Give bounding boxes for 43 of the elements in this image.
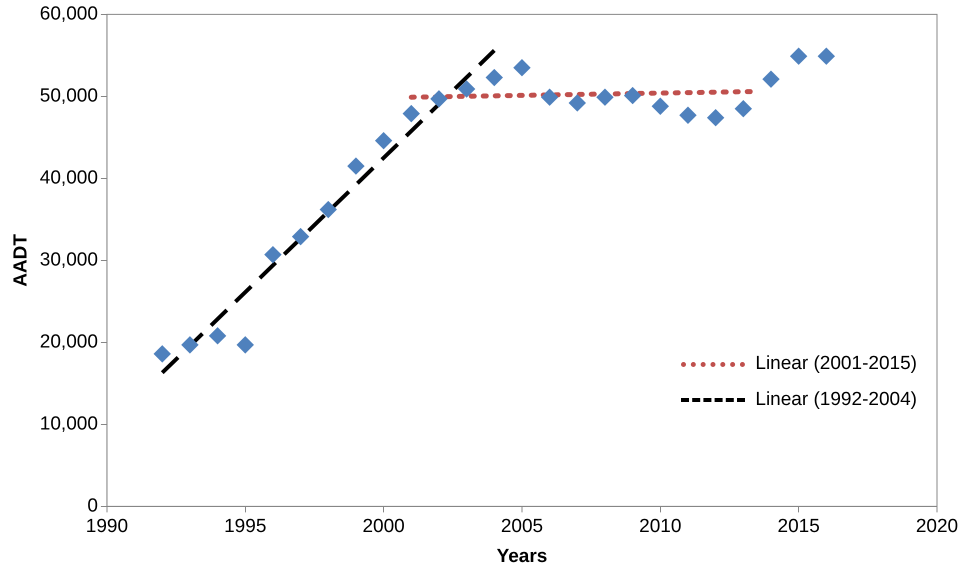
point	[209, 327, 226, 344]
point	[320, 201, 337, 218]
point	[402, 105, 420, 122]
point	[568, 94, 586, 112]
legend-label: Linear (2001-2015)	[755, 353, 917, 376]
point	[513, 59, 530, 76]
point	[486, 69, 503, 86]
point	[347, 158, 364, 175]
x-tick-label: 2000	[362, 516, 405, 538]
point	[790, 48, 808, 65]
y-tick-label: 0	[87, 496, 98, 517]
point	[430, 90, 448, 108]
y-tick-label: 30,000	[40, 250, 98, 271]
y-tick-label: 20,000	[40, 332, 98, 353]
point	[458, 80, 476, 98]
x-tick-label: 1995	[224, 516, 266, 538]
point	[264, 246, 282, 264]
x-tick-label: 2020	[916, 516, 958, 538]
point	[652, 98, 669, 115]
x-tick-label: 2010	[639, 516, 682, 538]
point	[762, 70, 780, 88]
point	[292, 228, 310, 246]
y-axis-title: AADT	[10, 234, 32, 287]
point	[624, 87, 642, 104]
x-tick-label: 2005	[500, 516, 544, 538]
point	[541, 88, 558, 106]
point	[818, 48, 835, 65]
x-tick-label: 1990	[86, 516, 128, 538]
point	[707, 109, 724, 126]
x-axis-title: Years	[496, 546, 548, 567]
x-tick-label: 2015	[778, 516, 820, 538]
point	[154, 345, 171, 362]
point	[596, 88, 614, 106]
point	[375, 132, 392, 150]
point	[734, 100, 752, 118]
y-tick-label: 50,000	[40, 86, 98, 107]
legend-label: Linear (1992-2004)	[755, 389, 917, 412]
point	[679, 106, 696, 124]
y-tick-label: 40,000	[40, 168, 98, 189]
point	[181, 336, 198, 354]
y-tick-label: 10,000	[40, 414, 98, 435]
point	[236, 336, 254, 354]
y-tick-label: 60,000	[40, 4, 98, 25]
